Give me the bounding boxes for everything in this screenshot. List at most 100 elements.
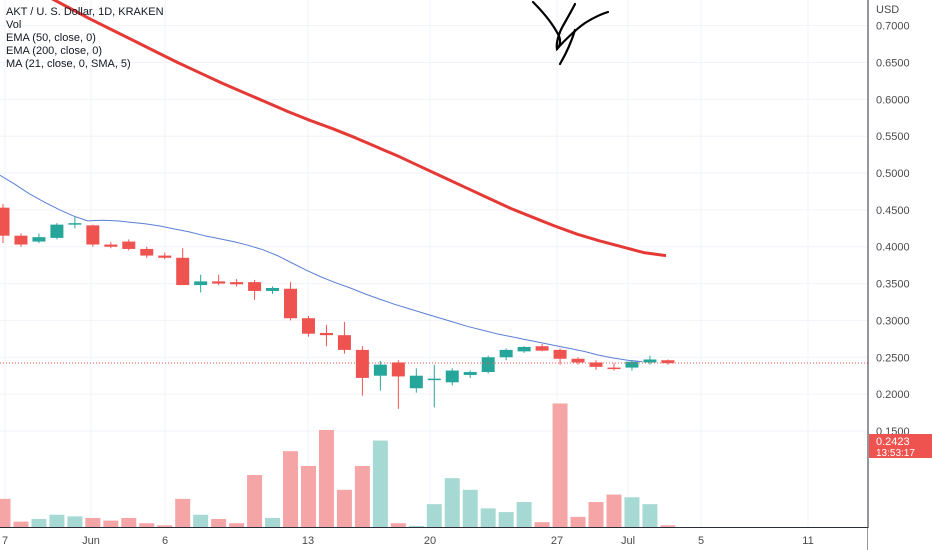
chart-legend: AKT / U. S. Dollar, 1D, KRAKEN Vol EMA (… <box>6 6 164 71</box>
legend-ema-200[interactable]: EMA (200, close, 0) <box>6 45 102 57</box>
candle[interactable] <box>176 248 190 286</box>
volume-bar <box>390 523 406 528</box>
candle[interactable] <box>230 279 244 287</box>
x-tick-label: 5 <box>698 535 704 547</box>
volume-bar <box>265 517 281 528</box>
candle[interactable] <box>32 233 46 244</box>
volume-bar <box>426 504 442 528</box>
candle[interactable] <box>158 252 172 260</box>
volume-bar <box>103 520 119 528</box>
volume-bar <box>534 522 550 528</box>
volume-bar <box>31 518 47 528</box>
ema-200-line[interactable] <box>0 0 667 258</box>
legend-volume[interactable]: Vol <box>6 19 22 31</box>
legend-ma-21[interactable]: MA (21, close, 0, SMA, 5) <box>6 58 131 70</box>
volume-bar <box>354 465 370 528</box>
candle[interactable] <box>409 368 423 393</box>
x-tick-label: 27 <box>551 535 563 547</box>
price-countdown: 13:53:17 <box>876 448 915 459</box>
volume-bar <box>498 512 514 528</box>
volume-bar <box>552 403 568 528</box>
volume-bar <box>121 517 137 528</box>
x-tick-label: 7 <box>2 535 8 547</box>
currency-label: USD <box>876 4 899 16</box>
volume-bar <box>67 516 83 528</box>
candle[interactable] <box>140 246 154 258</box>
y-tick-label: 0.6500 <box>876 58 910 70</box>
volume-bar <box>588 502 604 528</box>
candle[interactable] <box>68 216 82 229</box>
candle[interactable] <box>284 282 298 321</box>
last-price-value: 0.2423 <box>876 436 910 448</box>
volume-bar <box>642 504 658 528</box>
volume-bar <box>444 478 460 528</box>
y-tick-label: 0.3000 <box>876 315 910 327</box>
volume-bar <box>372 440 388 528</box>
ma-21-line[interactable] <box>0 174 643 363</box>
candle[interactable] <box>553 348 567 365</box>
volume-bar <box>660 525 676 528</box>
candle[interactable] <box>481 355 495 374</box>
candle[interactable] <box>122 239 136 251</box>
candle[interactable] <box>14 233 28 247</box>
y-tick-label: 0.5000 <box>876 168 910 180</box>
candle[interactable] <box>463 370 477 378</box>
candle[interactable] <box>319 324 333 347</box>
candle[interactable] <box>50 223 64 240</box>
candle[interactable] <box>248 279 262 300</box>
y-tick-label: 0.4000 <box>876 242 910 254</box>
volume-bar <box>175 498 191 528</box>
y-tick-label: 0.5500 <box>876 131 910 143</box>
x-tick-label: 6 <box>162 535 168 547</box>
candle[interactable] <box>661 359 675 365</box>
volume-bar <box>300 465 316 528</box>
candle[interactable] <box>427 364 441 408</box>
legend-symbol[interactable]: AKT / U. S. Dollar, 1D, KRAKEN <box>6 6 164 18</box>
volume-bar <box>462 489 478 528</box>
candle[interactable] <box>212 274 226 286</box>
candle[interactable] <box>607 363 621 371</box>
candle[interactable] <box>104 242 118 249</box>
candle[interactable] <box>266 286 280 294</box>
candle[interactable] <box>301 316 315 337</box>
volume-bar <box>157 525 173 528</box>
candle[interactable] <box>391 360 405 409</box>
x-tick-label: 13 <box>302 535 314 547</box>
candle[interactable] <box>535 344 549 352</box>
volume-bar <box>139 523 155 528</box>
candle[interactable] <box>499 348 513 361</box>
candle[interactable] <box>337 321 351 354</box>
hand-drawing-annotation <box>531 0 610 66</box>
volume-bar <box>85 517 101 528</box>
volume-bar <box>408 525 424 528</box>
x-tick-label: Jul <box>621 535 635 547</box>
candle[interactable] <box>86 224 100 247</box>
candle[interactable] <box>643 355 657 365</box>
volume-bar <box>229 523 245 528</box>
x-tick-label: 11 <box>802 535 813 547</box>
candle[interactable] <box>571 357 585 365</box>
candle[interactable] <box>589 360 603 370</box>
candle[interactable] <box>517 346 531 353</box>
volume-bar <box>13 521 29 528</box>
y-tick-label: 0.2500 <box>876 352 910 364</box>
candle[interactable] <box>445 368 459 386</box>
volume-bar <box>211 518 227 528</box>
candle[interactable] <box>373 360 387 391</box>
volume-bar <box>247 475 263 528</box>
volume-bar <box>193 514 209 528</box>
legend-ema-50[interactable]: EMA (50, close, 0) <box>6 32 96 44</box>
volume-bar <box>624 497 640 528</box>
volume-bar <box>516 502 532 528</box>
y-tick-label: 0.2000 <box>876 389 910 401</box>
volume-bar <box>318 429 334 528</box>
volume-bar <box>283 451 299 528</box>
volume-bar <box>570 516 586 528</box>
candle[interactable] <box>625 360 639 371</box>
candle[interactable] <box>194 274 208 293</box>
y-tick-label: 0.4500 <box>876 205 910 217</box>
candle[interactable] <box>355 346 369 396</box>
x-tick-label: Jun <box>82 535 100 547</box>
candle[interactable] <box>0 203 10 244</box>
